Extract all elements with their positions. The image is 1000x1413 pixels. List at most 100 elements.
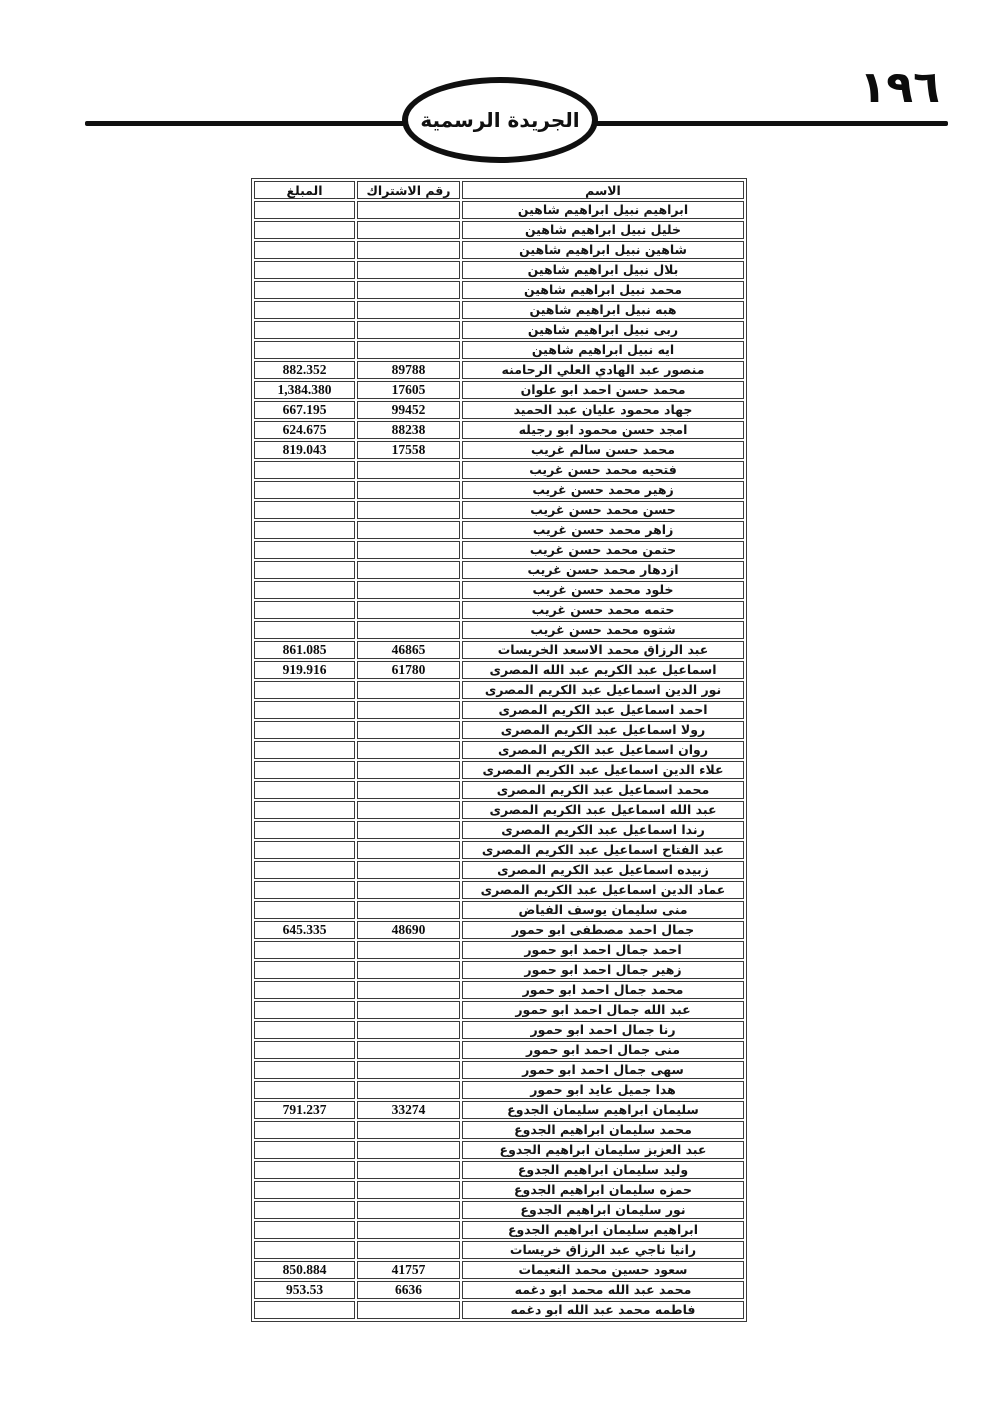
subscription-cell (357, 721, 460, 739)
table-row: منى جمال احمد ابو حمور (254, 1041, 744, 1059)
amount-cell: 953.53 (254, 1281, 355, 1299)
amount-cell (254, 1061, 355, 1079)
name-cell: عبد الله جمال احمد ابو حمور (462, 1001, 744, 1019)
name-cell: احمد اسماعيل عبد الكريم المصرى (462, 701, 744, 719)
subscription-cell (357, 621, 460, 639)
subscription-cell (357, 1161, 460, 1179)
amount-cell (254, 961, 355, 979)
table-row: محمد حسن احمد ابو علوان 17605 1,384.380 (254, 381, 744, 399)
subscription-cell (357, 221, 460, 239)
amount-cell (254, 861, 355, 879)
table-row: محمد اسماعيل عبد الكريم المصرى (254, 781, 744, 799)
name-cell: رندا اسماعيل عبد الكريم المصرى (462, 821, 744, 839)
name-cell: جمال احمد مصطفى ابو حمور (462, 921, 744, 939)
table-row: شاهين نبيل ابراهيم شاهين (254, 241, 744, 259)
name-cell: عبد الفتاح اسماعيل عبد الكريم المصرى (462, 841, 744, 859)
amount-cell: 791.237 (254, 1101, 355, 1119)
table-row: محمد جمال احمد ابو حمور (254, 981, 744, 999)
table-row: محمد نبيل ابراهيم شاهين (254, 281, 744, 299)
name-cell: سهى جمال احمد ابو حمور (462, 1061, 744, 1079)
gazette-banner: الجريدة الرسمية (402, 77, 598, 163)
name-cell: ازدهار محمد حسن غريب (462, 561, 744, 579)
amount-cell: 861.085 (254, 641, 355, 659)
amount-cell (254, 1181, 355, 1199)
header-subscription-number: رقم الاشتراك (357, 181, 460, 199)
amount-cell (254, 1221, 355, 1239)
subscription-cell (357, 1221, 460, 1239)
amount-cell (254, 801, 355, 819)
table-row: منصور عبد الهادي العلي الرحامنه 89788 88… (254, 361, 744, 379)
subscription-cell (357, 821, 460, 839)
table-row: خلود محمد حسن غريب (254, 581, 744, 599)
amount-cell: 850.884 (254, 1261, 355, 1279)
subscription-cell (357, 241, 460, 259)
amount-cell (254, 1201, 355, 1219)
amount-cell (254, 881, 355, 899)
subscription-cell (357, 281, 460, 299)
subscription-cell (357, 341, 460, 359)
subscription-cell (357, 781, 460, 799)
amount-cell (254, 1301, 355, 1319)
table-row: منى سليمان يوسف الفياض (254, 901, 744, 919)
name-cell: محمد نبيل ابراهيم شاهين (462, 281, 744, 299)
table-row: احمد اسماعيل عبد الكريم المصرى (254, 701, 744, 719)
table-row: احمد جمال احمد ابو حمور (254, 941, 744, 959)
name-cell: محمد حسن سالم غريب (462, 441, 744, 459)
name-cell: هبه نبيل ابراهيم شاهين (462, 301, 744, 319)
table-row: حتمه محمد حسن غريب (254, 601, 744, 619)
amount-cell (254, 941, 355, 959)
header-amount: المبلغ (254, 181, 355, 199)
subscription-cell (357, 1241, 460, 1259)
name-cell: سليمان ابراهيم سليمان الجدوع (462, 1101, 744, 1119)
table-row: بلال نبيل ابراهيم شاهين (254, 261, 744, 279)
name-cell: عماد الدين اسماعيل عبد الكريم المصرى (462, 881, 744, 899)
table-body: ابراهيم نبيل ابراهيم شاهين خليل نبيل ابر… (254, 201, 744, 1319)
amount-cell (254, 581, 355, 599)
table-row: محمد سليمان ابراهيم الجدوع (254, 1121, 744, 1139)
subscription-cell: 88238 (357, 421, 460, 439)
subscription-cell (357, 1181, 460, 1199)
name-cell: زهير جمال احمد ابو حمور (462, 961, 744, 979)
table-row: ابراهيم نبيل ابراهيم شاهين (254, 201, 744, 219)
table-row: فاطمه محمد عبد الله ابو دغمه (254, 1301, 744, 1319)
amount-cell (254, 621, 355, 639)
amount-cell (254, 741, 355, 759)
subscription-cell (357, 321, 460, 339)
table-row: ازدهار محمد حسن غريب (254, 561, 744, 579)
amount-cell (254, 1241, 355, 1259)
table-row: ايه نبيل ابراهيم شاهين (254, 341, 744, 359)
amount-cell (254, 1041, 355, 1059)
subscription-cell (357, 961, 460, 979)
table-row: نور سليمان ابراهيم الجدوع (254, 1201, 744, 1219)
amount-cell: 645.335 (254, 921, 355, 939)
table-row: جهاد محمود عليان عبد الحميد 99452 667.19… (254, 401, 744, 419)
subscription-cell (357, 1301, 460, 1319)
subscription-cell (357, 1001, 460, 1019)
table-row: شتوه محمد حسن غريب (254, 621, 744, 639)
name-cell: بلال نبيل ابراهيم شاهين (462, 261, 744, 279)
amount-cell: 919.916 (254, 661, 355, 679)
amount-cell (254, 1021, 355, 1039)
name-cell: عبد الرزاق محمد الاسعد الخريسات (462, 641, 744, 659)
subscription-cell (357, 261, 460, 279)
name-cell: محمد اسماعيل عبد الكريم المصرى (462, 781, 744, 799)
name-cell: حتمه محمد حسن غريب (462, 601, 744, 619)
name-cell: فاطمه محمد عبد الله ابو دغمه (462, 1301, 744, 1319)
subscription-cell (357, 541, 460, 559)
table-row: ابراهيم سليمان ابراهيم الجدوع (254, 1221, 744, 1239)
subscription-cell (357, 881, 460, 899)
subscription-cell (357, 581, 460, 599)
table-row: رولا اسماعيل عبد الكريم المصرى (254, 721, 744, 739)
table-row: عبد الرزاق محمد الاسعد الخريسات 46865 86… (254, 641, 744, 659)
name-cell: سعود حسين محمد النعيمات (462, 1261, 744, 1279)
amount-cell (254, 841, 355, 859)
amount-cell (254, 541, 355, 559)
table-row: فتحيه محمد حسن غريب (254, 461, 744, 479)
subscription-cell (357, 861, 460, 879)
table-row: عبد العزيز سليمان ابراهيم الجدوع (254, 1141, 744, 1159)
table-row: خليل نبيل ابراهيم شاهين (254, 221, 744, 239)
subscription-cell: 6636 (357, 1281, 460, 1299)
subscription-cell: 61780 (357, 661, 460, 679)
name-cell: خليل نبيل ابراهيم شاهين (462, 221, 744, 239)
name-cell: حتمن محمد حسن غريب (462, 541, 744, 559)
